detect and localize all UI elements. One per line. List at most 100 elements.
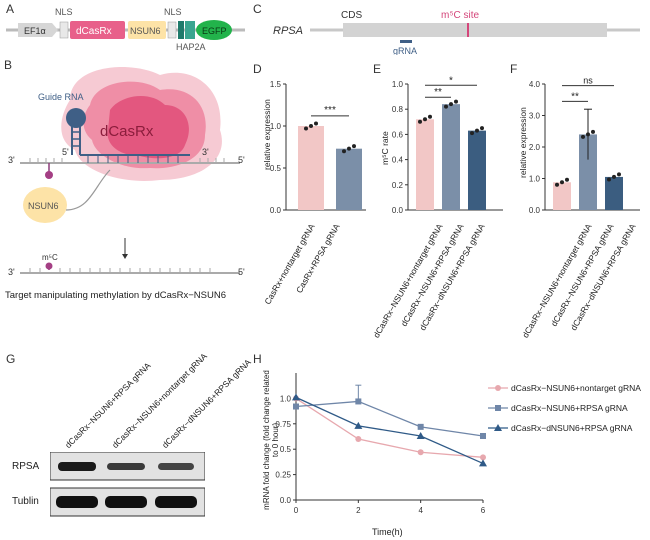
rpsa-band-2	[107, 463, 145, 470]
guide-target-pairing	[87, 155, 179, 163]
hap2a-label: HAP2A	[176, 42, 206, 52]
product-methyl-group	[45, 262, 53, 270]
point-2-1	[475, 128, 479, 133]
chart-d: 0.0 0.5 1.0 1.5 ***	[270, 80, 366, 215]
h-series-line-1	[295, 400, 484, 437]
bar-0	[298, 126, 324, 210]
dcasrx-schematic-label: dCasRx	[100, 123, 154, 140]
dcasrx-construct-label: dCasRx	[76, 26, 112, 37]
bar-0	[553, 182, 571, 210]
y-tick-label-0: 0.0	[270, 206, 282, 215]
point-2-2	[617, 172, 621, 177]
chart-f-ylabel: relative expression	[518, 107, 528, 178]
h-point-2-0	[292, 393, 300, 401]
chart-d-ylabel: relative expression	[262, 99, 272, 170]
bar-0	[416, 119, 434, 210]
h-series-line-2	[295, 396, 484, 465]
h-y-tick-label-3: 0.75	[275, 420, 291, 429]
target-five-prime-label: 5'	[238, 155, 245, 165]
ha-tag-box	[178, 21, 184, 39]
ef1a-promoter-shape	[18, 23, 58, 37]
chart-h-legend: dCasRx−NSUN6+nontarget gRNA dCasRx−NSUN6…	[488, 378, 648, 438]
tublin-band-3	[155, 496, 197, 508]
point-2-0	[470, 131, 474, 136]
panel-letter-c: C	[253, 2, 262, 16]
sig-label-e-2: *	[449, 75, 453, 86]
panel-letter-e: E	[373, 62, 382, 76]
dcasrx-protein	[107, 95, 189, 159]
legend-swatch-3	[488, 424, 508, 431]
guide-rna-label: Guide RNA	[38, 92, 84, 102]
cds-label: CDS	[341, 10, 362, 21]
point-1-2	[454, 99, 458, 104]
point-1-2	[352, 144, 356, 149]
panel-letter-a: A	[6, 2, 15, 16]
nsun6-schematic-label: NSUN6	[28, 201, 59, 211]
point-0-2	[428, 114, 432, 119]
h-y-tick-label-0: 0.0	[280, 496, 292, 505]
h-point-1-2	[417, 423, 424, 430]
y-tick-label-2: 1.0	[270, 122, 282, 131]
sig-label-d: ***	[324, 105, 336, 116]
point-1-0	[342, 149, 346, 154]
result-arrowhead	[122, 254, 128, 259]
blot-row-label-rpsa: RPSA	[12, 461, 40, 472]
point-1-0	[581, 134, 585, 139]
h-x-tick-label-0: 0	[294, 506, 299, 515]
nsun6-linker	[65, 169, 111, 211]
guide-five-prime-label: 5'	[62, 147, 69, 157]
schematic-caption: Target manipulating methylation by dCasR…	[5, 290, 226, 301]
chart-e: 0.00.20.40.60.81.0***	[392, 75, 503, 215]
h-y-tick-label-4: 1.0	[280, 394, 292, 403]
target-rna-bases	[29, 158, 225, 163]
h-y-tick-label-2: 0.5	[280, 445, 292, 454]
chart-h-xlabel: Time(h)	[372, 527, 403, 537]
legend-label-2: dCasRx−NSUN6+RPSA gRNA	[511, 403, 628, 413]
rpsa-gene-map: RPSA CDS m⁵C site gRNA	[273, 10, 640, 55]
sig-label-e-1: **	[434, 87, 442, 98]
legend-swatch-1	[488, 385, 508, 391]
point-0-1	[309, 124, 313, 128]
y-tick-label-5: 1.0	[392, 80, 404, 89]
point-0-0	[555, 182, 559, 187]
h-point-0-2	[417, 449, 424, 456]
y-tick-label-0: 0.0	[392, 206, 404, 215]
point-1-1	[449, 102, 453, 107]
sig-label-f-1: **	[571, 91, 579, 102]
h-point-2-3	[479, 459, 487, 467]
point-0-1	[423, 117, 427, 122]
h-point-0-1	[355, 436, 362, 443]
point-2-1	[612, 174, 616, 179]
h-y-tick-label-1: 0.25	[275, 471, 291, 480]
point-1-1	[347, 146, 351, 151]
y-tick-label-0: 0.0	[529, 206, 541, 215]
point-0-0	[418, 119, 422, 124]
y-tick-label-4: 0.8	[392, 105, 404, 114]
blot-row-label-tublin: Tublin	[12, 496, 39, 507]
y-tick-label-3: 3.0	[529, 112, 541, 121]
h-x-tick-label-1: 2	[356, 506, 361, 515]
h-point-2-2	[416, 431, 425, 439]
h-series-line-0	[295, 397, 484, 458]
rpsa-band-1	[58, 462, 96, 471]
blot-lane-label-2: dCasRx−NSUN6+nontarget gRNA	[109, 351, 209, 450]
chart-e-xtick-1: dCasRx−NSUN6+nontarget gRNA	[371, 222, 445, 340]
point-0-2	[314, 121, 318, 126]
ef1a-label: EF1α	[24, 26, 46, 36]
sig-label-f-2: ns	[583, 76, 593, 86]
panel-letter-g: G	[6, 352, 16, 366]
chart-h-ylabel: mRNA fold change (fold change related to…	[262, 370, 280, 510]
p2a-box	[185, 21, 195, 39]
legend-label-1: dCasRx−NSUN6+nontarget gRNA	[511, 383, 641, 393]
nls-2-box	[167, 21, 177, 39]
bar-1	[442, 104, 460, 210]
m5c-label: m⁵C	[42, 253, 58, 262]
methyl-group	[45, 171, 53, 179]
rpsa-gene-label: RPSA	[273, 25, 303, 37]
y-tick-label-1: 0.2	[392, 181, 404, 190]
grna-marker	[400, 40, 412, 43]
grna-label: gRNA	[393, 46, 417, 55]
chart-e-ylabel: m⁵C rate	[380, 131, 390, 165]
y-tick-label-3: 1.5	[270, 80, 282, 89]
y-tick-label-2: 0.4	[392, 156, 404, 165]
